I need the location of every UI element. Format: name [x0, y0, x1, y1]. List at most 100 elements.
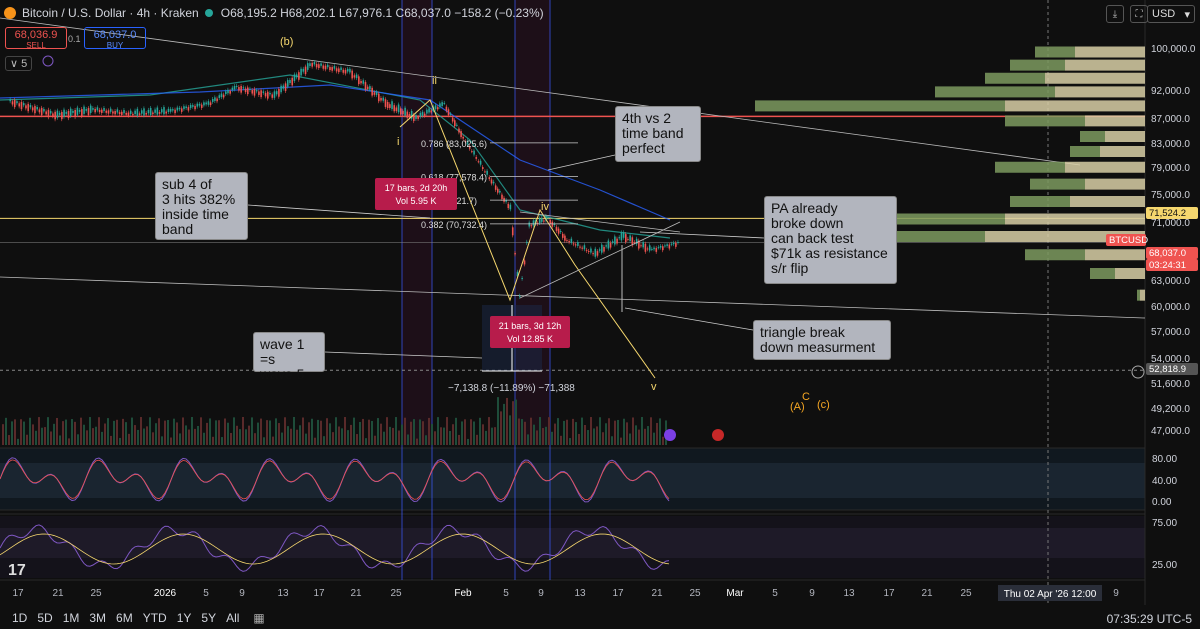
volume-bar [341, 428, 343, 445]
volume-bar [158, 418, 160, 445]
triangle-upper [519, 211, 681, 233]
volume-bar [188, 429, 190, 445]
candle [45, 111, 47, 115]
candle [123, 109, 125, 114]
candle [490, 179, 493, 184]
symbol-title[interactable]: Bitcoin / U.S. Dollar · 4h · Kraken [22, 6, 199, 20]
volume-bar [140, 417, 142, 445]
candle [11, 101, 14, 105]
sell-button[interactable]: 68,036.9 SELL [5, 27, 67, 50]
candle [275, 91, 278, 95]
candle [322, 65, 325, 69]
timeframe-5y[interactable]: 5Y [201, 610, 217, 625]
volume-bar [623, 418, 625, 445]
candle [107, 110, 110, 114]
indicator-icon [42, 55, 54, 67]
candle [211, 99, 214, 102]
annotation-sub4[interactable]: sub 4 of 3 hits 382% inside time band [155, 172, 248, 240]
candle [169, 108, 172, 112]
timeframe-5d[interactable]: 5D [37, 610, 53, 625]
candle [18, 103, 21, 107]
volume-bar [326, 418, 328, 445]
candle [479, 160, 482, 165]
candle [176, 107, 179, 111]
candle [499, 190, 501, 193]
volume-bar [545, 426, 547, 445]
candle [85, 109, 88, 111]
calendar-range-icon[interactable]: ▦ [253, 610, 265, 625]
volume-profile-down [1100, 146, 1145, 157]
timeframe-3m[interactable]: 3M [89, 610, 107, 625]
top-right-buttons: ⤓ ⛶ [1106, 5, 1148, 23]
candle [590, 248, 592, 253]
candle [185, 106, 188, 109]
candle [402, 110, 404, 115]
annotation-wave-equality[interactable]: wave 1 =s wave 5 [253, 332, 325, 382]
candle [528, 222, 531, 227]
candle [306, 63, 309, 70]
volume-bar [29, 417, 31, 445]
volume-bar [164, 420, 166, 445]
candle [238, 87, 240, 91]
indicators-toggle[interactable]: ∨ 5 [5, 56, 33, 71]
candle [121, 111, 123, 115]
candle [313, 62, 316, 65]
timeframe-6m[interactable]: 6M [116, 610, 133, 625]
candle [293, 74, 296, 82]
candle [421, 111, 424, 116]
session-clock: 07:35:29 UTC-5 [1106, 612, 1192, 626]
candle [547, 216, 549, 219]
volume-profile-down [1005, 100, 1145, 112]
volume-bar [125, 422, 127, 445]
annotation-pa-breakdown[interactable]: PA already broke down can back test $71k… [764, 196, 897, 284]
time-tick: 25 [390, 588, 402, 599]
volume-bar [200, 417, 202, 445]
timeframe-1y[interactable]: 1Y [176, 610, 192, 625]
volume-bar [149, 417, 151, 445]
annotation-time-band[interactable]: 4th vs 2 time band perfect [615, 106, 701, 162]
time-tick: 9 [239, 588, 245, 599]
candle [369, 86, 371, 90]
timeframe-1m[interactable]: 1M [62, 610, 80, 625]
candle [291, 77, 294, 86]
currency-select[interactable]: USD ▾ [1147, 5, 1195, 23]
price-tick: 60,000.0 [1151, 302, 1190, 313]
candle [255, 90, 258, 92]
candle [136, 108, 139, 116]
candle [496, 188, 499, 193]
time-tick: 13 [574, 588, 586, 599]
buy-button[interactable]: 68,037.0 BUY [84, 27, 146, 50]
volume-bar [479, 417, 481, 445]
price-badge [1146, 363, 1198, 375]
annotation-triangle-break[interactable]: triangle break down measurment [753, 320, 891, 360]
time-band-1 [402, 0, 432, 445]
candle [451, 117, 454, 122]
candle [112, 111, 114, 114]
timeframe-all[interactable]: All [226, 610, 240, 625]
timeframe-ytd[interactable]: YTD [142, 610, 167, 625]
volume-bar [113, 420, 115, 445]
volume-profile-down [1085, 115, 1145, 127]
volume-bar [551, 431, 553, 445]
candle [574, 244, 577, 246]
volume-bar [251, 417, 253, 445]
candle [406, 111, 409, 118]
volume-bar [80, 417, 82, 445]
volume-bar [236, 425, 238, 445]
download-icon[interactable]: ⤓ [1106, 5, 1124, 23]
candle [382, 97, 385, 101]
volume-profile-down [1115, 268, 1145, 279]
candle [514, 252, 516, 255]
candle [541, 217, 543, 222]
fullscreen-icon[interactable]: ⛶ [1130, 5, 1148, 23]
time-tick: Mar [726, 588, 744, 599]
timeframe-1d[interactable]: 1D [12, 610, 28, 625]
candle [399, 108, 402, 115]
volume-profile-up [755, 100, 1005, 112]
candle [242, 87, 245, 89]
candle [192, 105, 194, 107]
volume-bar [266, 420, 268, 445]
candle [594, 248, 597, 257]
candle [428, 108, 430, 113]
